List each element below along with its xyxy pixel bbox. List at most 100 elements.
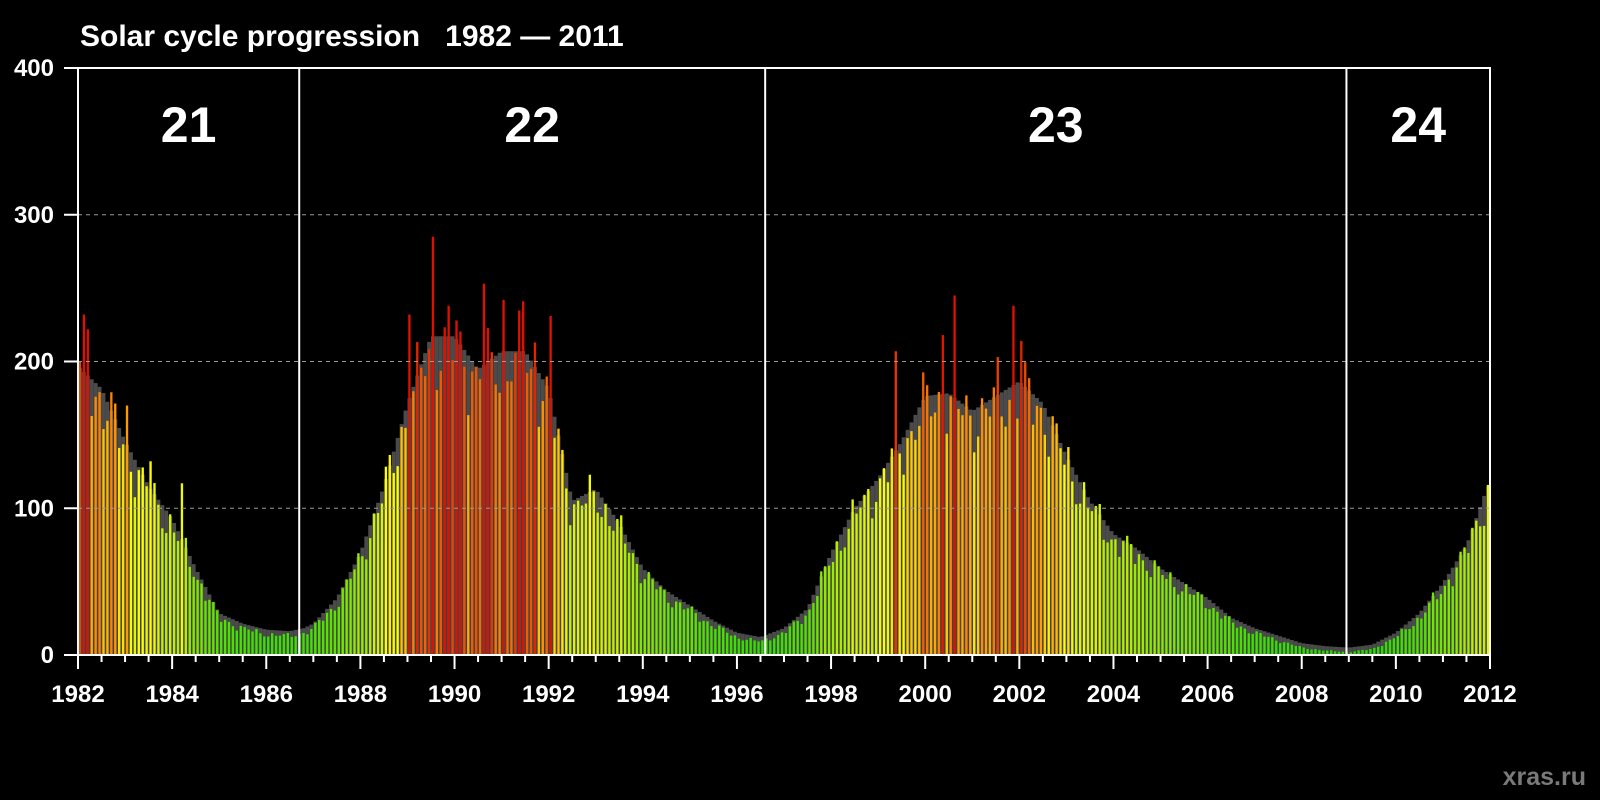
monthly-bar — [824, 566, 827, 655]
monthly-bar — [1392, 638, 1396, 655]
monthly-bar — [443, 327, 446, 655]
monthly-bar — [1059, 448, 1062, 655]
monthly-bar — [620, 515, 623, 655]
monthly-bar — [1184, 584, 1188, 655]
x-tick-label: 1992 — [522, 681, 575, 708]
monthly-bar — [404, 427, 407, 655]
monthly-bar — [714, 628, 717, 655]
monthly-bar — [471, 371, 474, 655]
monthly-bar — [1126, 535, 1129, 655]
monthly-bar — [1400, 629, 1403, 655]
monthly-bar — [690, 606, 693, 655]
monthly-bar — [1357, 650, 1360, 655]
monthly-bar — [431, 236, 435, 655]
monthly-bar — [494, 384, 497, 655]
monthly-bar — [325, 612, 329, 655]
x-tick-label: 2010 — [1369, 681, 1422, 708]
monthly-bar — [929, 416, 933, 655]
monthly-bar — [780, 632, 784, 655]
x-tick-label: 1988 — [334, 681, 387, 708]
monthly-bar — [1208, 609, 1211, 655]
monthly-bar — [776, 634, 780, 655]
monthly-bar — [1349, 652, 1352, 655]
monthly-bar — [600, 516, 603, 655]
monthly-bar — [172, 532, 176, 655]
monthly-bar — [655, 589, 658, 655]
monthly-bar — [910, 431, 913, 655]
monthly-bar — [169, 514, 172, 655]
monthly-bar — [192, 576, 195, 655]
monthly-bar — [1004, 426, 1007, 655]
monthly-bar — [875, 501, 878, 655]
monthly-bar — [769, 640, 772, 655]
monthly-bar — [1329, 650, 1333, 655]
monthly-bar — [1333, 651, 1337, 655]
monthly-bar — [639, 583, 643, 655]
monthly-bar — [659, 586, 662, 655]
monthly-bar — [1102, 539, 1105, 655]
monthly-bar — [1482, 525, 1486, 655]
monthly-bar — [216, 610, 219, 655]
monthly-bar — [1388, 639, 1392, 655]
monthly-bar — [369, 538, 372, 655]
monthly-bar — [157, 504, 160, 655]
monthly-bar — [282, 634, 286, 655]
monthly-bar — [533, 342, 537, 655]
monthly-bar — [596, 512, 599, 655]
monthly-bar — [1220, 618, 1223, 655]
monthly-bar — [831, 562, 835, 655]
cycle-label: 23 — [1028, 97, 1084, 153]
monthly-bar — [518, 310, 521, 655]
monthly-bar — [1251, 633, 1254, 655]
monthly-bar — [565, 488, 568, 655]
monthly-bar — [447, 305, 450, 655]
monthly-bar — [1173, 587, 1176, 655]
monthly-bar — [1118, 556, 1121, 655]
x-tick-label: 1982 — [51, 681, 104, 708]
monthly-bar — [400, 426, 403, 655]
monthly-bar — [949, 396, 952, 655]
y-tick-label: 400 — [14, 55, 54, 82]
monthly-bar — [1259, 633, 1262, 655]
monthly-bar — [361, 556, 364, 655]
monthly-series — [78, 236, 1490, 655]
monthly-bar — [388, 454, 391, 655]
monthly-bar — [204, 600, 207, 655]
y-tick-label: 300 — [14, 202, 54, 229]
monthly-bar — [1377, 646, 1380, 655]
monthly-bar — [200, 583, 203, 655]
monthly-bar — [459, 331, 462, 655]
monthly-bar — [643, 579, 646, 655]
monthly-bar — [1341, 651, 1345, 655]
monthly-bar — [353, 569, 356, 655]
monthly-bar — [553, 437, 556, 655]
monthly-bar — [1188, 594, 1192, 655]
monthly-bar — [1290, 644, 1294, 655]
monthly-bar — [761, 640, 764, 655]
monthly-bar — [1369, 649, 1372, 655]
monthly-bar — [412, 391, 415, 655]
monthly-bar — [737, 638, 741, 655]
monthly-bar — [1137, 554, 1141, 655]
monthly-bar — [333, 610, 337, 655]
monthly-bar — [267, 636, 270, 655]
monthly-bar — [851, 499, 854, 655]
monthly-bar — [973, 452, 976, 655]
monthly-bar — [1008, 399, 1011, 655]
monthly-bar — [1180, 591, 1184, 655]
monthly-bar — [710, 626, 713, 655]
x-tick-label: 2000 — [899, 681, 952, 708]
monthly-bar — [1463, 547, 1466, 655]
monthly-bar — [808, 609, 811, 655]
monthly-bar — [623, 543, 627, 655]
monthly-bar — [114, 403, 117, 655]
monthly-bar — [1286, 642, 1290, 655]
monthly-bar — [478, 379, 482, 655]
monthly-bar — [867, 488, 870, 655]
monthly-bar — [1282, 642, 1286, 655]
monthly-bar — [1326, 650, 1329, 655]
monthly-bar — [722, 627, 725, 655]
monthly-bar — [1322, 650, 1325, 655]
monthly-bar — [678, 602, 682, 655]
monthly-bar — [937, 391, 941, 655]
